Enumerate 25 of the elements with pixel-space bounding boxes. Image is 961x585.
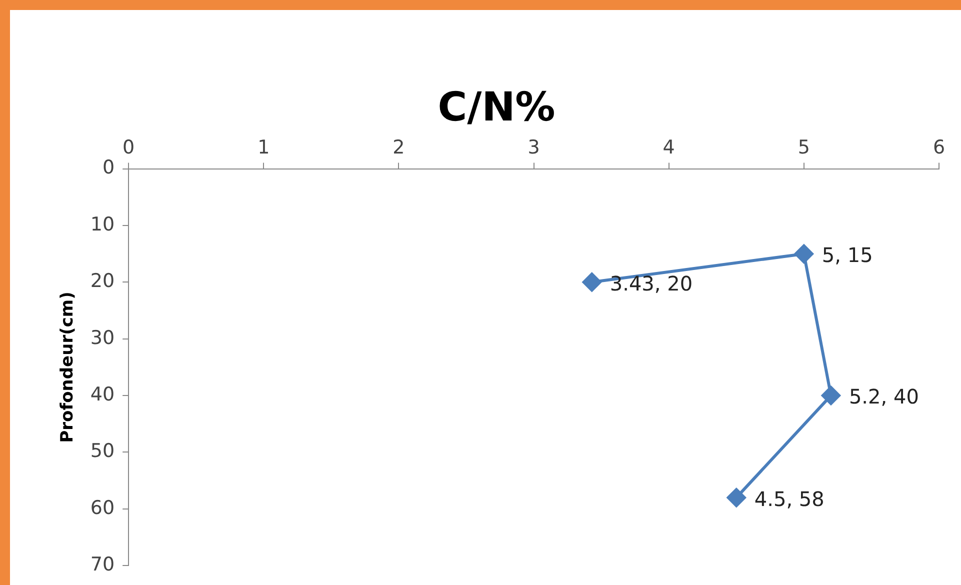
y-tick-label: 60 [90, 496, 115, 519]
y-tick-label: 30 [90, 326, 115, 349]
y-tick-label: 40 [90, 383, 115, 406]
x-tick-label: 1 [258, 136, 270, 158]
point [726, 488, 746, 508]
data-label: 5.2, 40 [848, 384, 919, 409]
y-axis-title: Profondeur(cm) [58, 292, 78, 443]
x-tick-label: 4 [662, 136, 675, 158]
x-tick-label: 6 [932, 136, 946, 158]
chart-title: C/N% [438, 84, 556, 130]
data-label: 5, 15 [822, 243, 873, 268]
y-tick-label: 0 [102, 156, 115, 179]
y-tick-label: 20 [90, 270, 115, 292]
y-tick-label: 70 [90, 554, 115, 576]
y-tick-label: 10 [90, 213, 115, 236]
data-label: 4.5, 58 [754, 486, 824, 511]
point [582, 272, 602, 292]
x-tick-label: 0 [122, 136, 135, 158]
point [821, 386, 840, 406]
x-tick-label: 5 [798, 136, 810, 158]
x-tick-label: 2 [392, 136, 405, 158]
y-tick-label: 50 [90, 440, 115, 462]
x-tick-label: 3 [528, 136, 540, 158]
point [794, 244, 814, 264]
data-label: 3.43, 20 [610, 271, 693, 296]
